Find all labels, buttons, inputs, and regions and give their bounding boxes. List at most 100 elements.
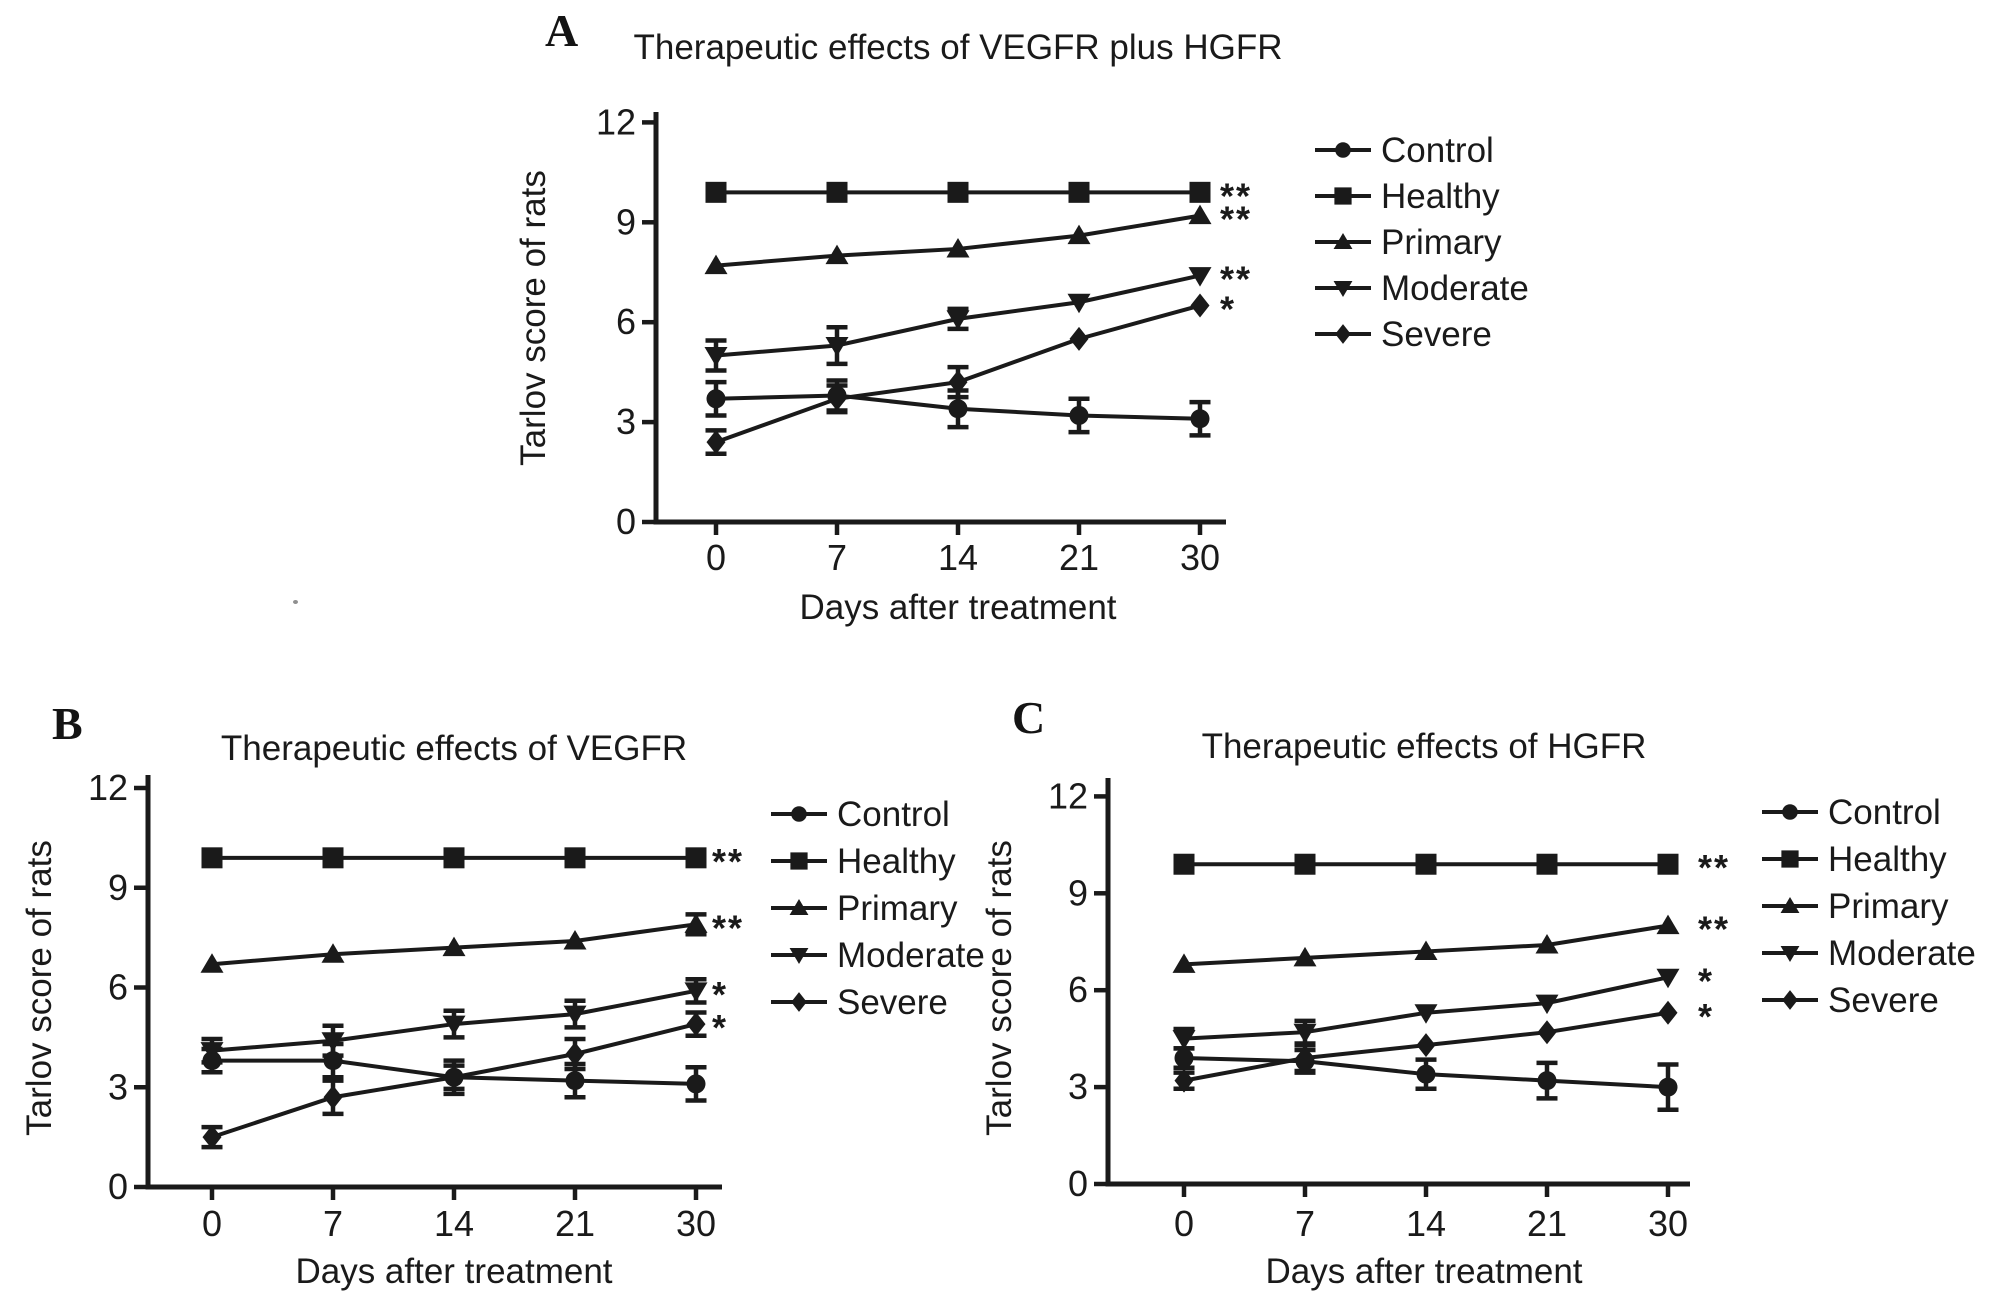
diamond-marker (1658, 1000, 1678, 1025)
significance-marker: ** (1220, 199, 1252, 240)
triangle-up-marker (1293, 946, 1317, 967)
series-moderate (200, 976, 708, 1065)
legend-label: Healthy (1381, 176, 1500, 216)
diamond-marker (1782, 990, 1798, 1010)
triangle-up-marker (1414, 940, 1438, 960)
panel-c-y-axis-label: Tarlov score of rats (980, 840, 1019, 1136)
significance-marker: ** (1220, 175, 1252, 216)
triangle-up-marker (1067, 224, 1091, 245)
triangle-up-marker (684, 913, 708, 933)
x-tick-label: 30 (1180, 537, 1220, 578)
legend-item-moderate: Moderate (770, 932, 985, 978)
series-severe (1173, 1000, 1678, 1093)
legend-item-control: Control (1314, 127, 1494, 173)
panel-c-x-axis-label: Days after treatment (1265, 1252, 1583, 1291)
legend-item-control: Control (1761, 789, 1941, 835)
legend-label: Moderate (1381, 268, 1529, 308)
circle-marker-icon (771, 806, 827, 822)
square-marker (705, 181, 727, 203)
y-tick-label: 9 (1068, 872, 1088, 913)
circle-marker (1782, 804, 1798, 820)
legend-item-moderate: Moderate (1314, 265, 1529, 311)
x-tick-label: 7 (827, 537, 847, 578)
axes: 0 3 6 9 12 0 7 14 21 30 (1048, 775, 1690, 1244)
square-marker-icon (1315, 187, 1371, 205)
legend-label: Healthy (1828, 839, 1947, 879)
diamond-marker (202, 1125, 222, 1150)
triangle-down-marker (1414, 1004, 1438, 1024)
legend-item-primary: Primary (770, 885, 958, 931)
panel-b-x-axis-label: Days after treatment (295, 1252, 613, 1291)
y-tick-label: 9 (108, 867, 128, 908)
x-tick-label: 21 (555, 1203, 595, 1244)
circle-marker (1174, 1048, 1194, 1068)
square-marker (790, 852, 808, 870)
diamond-marker (323, 1085, 343, 1110)
square-marker (685, 847, 707, 869)
x-tick-label: 14 (938, 537, 978, 578)
diamond-marker (948, 370, 968, 395)
legend-label: Healthy (837, 841, 956, 881)
axes: 0 3 6 9 12 0 7 14 21 30 (596, 101, 1226, 578)
legend-label: Severe (837, 982, 948, 1022)
y-tick-label: 3 (1068, 1066, 1088, 1107)
triangle-down-marker (1188, 267, 1212, 287)
triangle-down-marker (1293, 1023, 1317, 1044)
legend-label: Primary (1381, 222, 1502, 262)
square-marker (1415, 853, 1437, 875)
panel-b-y-axis-label: Tarlov score of rats (20, 840, 59, 1136)
triangle-down-marker (704, 347, 728, 367)
triangle-down-marker (684, 982, 708, 1002)
circle-marker (565, 1071, 585, 1091)
triangle-up-marker (946, 237, 970, 258)
x-tick-label: 21 (1527, 1203, 1567, 1244)
triangle-down-marker (321, 1032, 345, 1052)
triangle-down-marker-icon (1762, 946, 1818, 963)
legend-label: Primary (1828, 886, 1949, 926)
circle-marker (1335, 142, 1351, 158)
triangle-down-marker (1067, 293, 1091, 314)
triangle-up-marker (200, 953, 224, 973)
circle-marker (1537, 1071, 1557, 1091)
panel-a-x-axis-label: Days after treatment (799, 588, 1117, 627)
significance-marker: ** (1698, 847, 1730, 888)
circle-marker (791, 806, 807, 822)
triangle-up-marker-icon (1315, 232, 1371, 249)
square-marker (201, 847, 223, 869)
y-tick-label: 6 (108, 967, 128, 1008)
x-tick-label: 14 (434, 1203, 474, 1244)
significance-marker: * (712, 974, 728, 1015)
diamond-marker (827, 386, 847, 411)
triangle-down-marker (1656, 968, 1680, 989)
square-marker (1068, 181, 1090, 203)
significance-marker: ** (1698, 909, 1730, 950)
diamond-marker (706, 430, 726, 455)
triangle-up-marker (1535, 933, 1559, 954)
significance-marker: ** (1220, 259, 1252, 300)
diamond-marker (1537, 1020, 1557, 1045)
triangle-down-marker-icon (771, 948, 827, 965)
square-marker (1334, 187, 1352, 205)
series-primary (1172, 914, 1680, 973)
y-tick-label: 12 (596, 101, 636, 142)
legend-label: Moderate (1828, 933, 1976, 973)
triangle-up-marker-icon (771, 898, 827, 915)
triangle-up-marker (563, 929, 587, 950)
triangle-up-marker (321, 943, 345, 963)
square-marker (322, 847, 344, 869)
triangle-up-marker (1333, 232, 1353, 249)
square-marker (1294, 853, 1316, 875)
panel-a-title: Therapeutic effects of VEGFR plus HGFR (633, 28, 1283, 67)
triangle-down-marker (789, 948, 809, 965)
x-tick-label: 7 (1295, 1203, 1315, 1244)
square-marker (1657, 853, 1679, 875)
legend-label: Control (1381, 130, 1494, 170)
series-severe (705, 293, 1210, 456)
circle-marker-icon (1762, 804, 1818, 820)
series-healthy (705, 181, 1211, 203)
circle-marker (1069, 405, 1089, 425)
series-control (1173, 1046, 1679, 1112)
circle-marker (948, 399, 968, 419)
triangle-up-marker-icon (1762, 896, 1818, 913)
